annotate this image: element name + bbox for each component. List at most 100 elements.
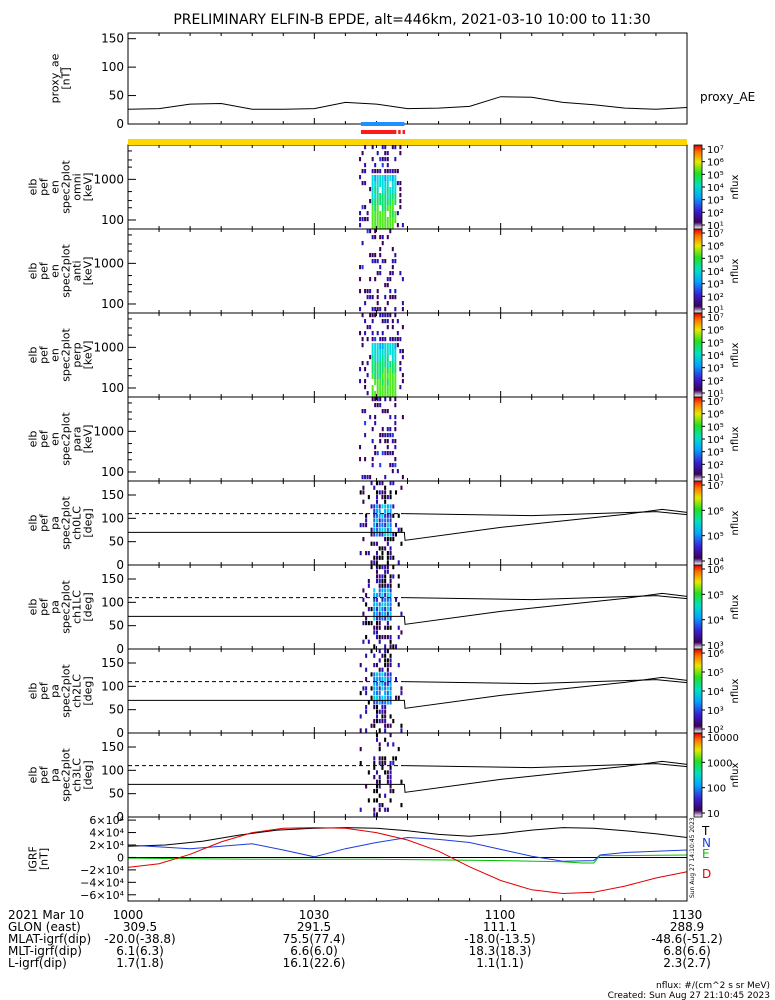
loss-cone-dashed-continued: [404, 763, 688, 769]
spectrogram-pixel: [366, 361, 369, 366]
spectrogram-pixel: [384, 145, 387, 150]
spectrogram-pixel: [381, 409, 384, 414]
pitch-pixel: [381, 513, 384, 518]
y-axis-label: elbpefpaspec2plotch3LC[deg]: [27, 748, 95, 802]
pitch-pixel: [375, 709, 379, 714]
ephem-row-label: MLT-igrf(dip): [8, 944, 82, 958]
pitch-pixel: [375, 532, 379, 537]
spectrogram-pixel: [374, 205, 377, 211]
pitch-pixel: [384, 523, 387, 528]
time-label: 1100: [485, 908, 516, 922]
pitch-pixel: [384, 588, 387, 593]
spectrogram-pixel: [374, 253, 377, 258]
pitch-pixel: [367, 639, 370, 644]
spectrogram-pixel: [364, 163, 367, 168]
pitch-pixel: [373, 723, 376, 728]
spectrogram-pixel: [376, 301, 379, 306]
pitch-pixel: [375, 611, 379, 616]
pitch-pixel: [373, 527, 376, 532]
spectrogram-pixel: [384, 361, 387, 367]
spectrogram-pixel: [379, 391, 382, 397]
pitch-pixel: [378, 555, 381, 560]
panel-ch2: 150100500elbpefpaspec2plotch2LC[deg]10⁶1…: [27, 648, 741, 740]
pitch-pixel: [375, 779, 379, 784]
pitch-pixel: [375, 789, 379, 794]
pitch-pixel: [386, 551, 389, 556]
spectrogram-pixel: [386, 319, 389, 324]
spectrogram-pixel: [379, 397, 382, 402]
pitch-pixel: [389, 495, 392, 500]
spectrogram-pixel: [381, 349, 384, 355]
spectrogram-pixel: [376, 151, 379, 156]
pitch-pixel: [400, 611, 403, 616]
pitch-pixel: [389, 518, 392, 523]
spectrogram-pixel: [389, 433, 392, 438]
pitch-pixel: [373, 616, 376, 621]
pitch-pixel: [389, 579, 392, 584]
spectrogram-pixel: [376, 349, 379, 355]
pitch-pixel: [395, 644, 398, 649]
science-zone-bar: [398, 130, 401, 134]
spectrogram-pixel: [384, 295, 387, 300]
spectrogram-pixel: [396, 343, 399, 348]
colorbar-tick-label: 10¹: [707, 389, 724, 400]
spectrogram-pixel: [366, 373, 369, 378]
loss-cone-solid: [128, 592, 688, 625]
ephem-row-label: L-igrf(dip): [8, 956, 67, 970]
spectrogram-pixel: [366, 325, 369, 330]
spectrogram-pixel: [371, 217, 374, 223]
spectrogram-pixel: [386, 391, 389, 397]
spectrogram-pixel: [364, 205, 367, 210]
pitch-pixel: [378, 677, 381, 682]
pitch-pixel: [365, 621, 368, 626]
pitch-pixel: [384, 649, 387, 654]
spectrogram-pixel: [401, 277, 404, 282]
spectrogram-pixel: [386, 349, 389, 355]
spectrogram-pixel: [376, 307, 379, 312]
spectrogram-pixel: [391, 187, 394, 193]
pitch-pixel: [375, 784, 379, 789]
spectrogram-pixel: [381, 181, 384, 187]
pitch-pixel: [392, 742, 395, 747]
spectrogram-pixel: [379, 265, 382, 270]
pitch-pixel: [384, 593, 387, 598]
spectrogram-pixel: [379, 343, 382, 349]
spectrogram-pixel: [364, 217, 367, 222]
ephem-value: 111.1: [483, 920, 517, 934]
pitch-pixel: [375, 518, 379, 523]
spectrogram-pixel: [361, 409, 364, 414]
spectrogram-pixel: [384, 169, 387, 174]
spectrogram-pixel: [399, 151, 402, 156]
pitch-pixel: [384, 546, 387, 551]
spectrogram-pixel: [374, 349, 377, 355]
pitch-pixel: [389, 789, 392, 794]
pitch-pixel: [386, 597, 389, 602]
panel-perp: 1000100elbpefenspec2plotperp[keV]10⁷10⁶1…: [27, 312, 741, 400]
spectrogram-pixel: [376, 259, 379, 264]
colorbar-label: nflux: [730, 762, 741, 787]
y-tick-label: 50: [109, 89, 124, 103]
spectrogram-pixel: [389, 187, 392, 193]
pitch-pixel: [365, 513, 368, 518]
pitch-pixel: [384, 691, 387, 696]
spectrogram-pixel: [381, 259, 384, 264]
spectrogram-pixel: [386, 409, 389, 414]
pitch-pixel: [384, 579, 387, 584]
spectrogram-pixel: [384, 307, 387, 312]
pitch-pixel: [367, 798, 370, 803]
spectrogram-pixel: [381, 313, 384, 318]
spectrogram-pixel: [359, 211, 362, 216]
y-tick-label: 150: [101, 656, 124, 670]
pitch-pixel: [386, 513, 389, 518]
pitch-pixel: [395, 532, 398, 537]
spectrogram-pixel: [386, 439, 389, 444]
pitch-pixel: [397, 583, 400, 588]
colorbar-scale: [693, 480, 703, 566]
colorbar-tick-label: 10⁶: [707, 326, 724, 337]
colorbar: 10⁶ 10⁵ 10⁴ 10³ 10² nflux: [693, 648, 741, 736]
spectrogram-pixel: [359, 277, 362, 282]
colorbar-tick-label: 10⁴: [707, 687, 724, 698]
pitch-pixel: [381, 667, 384, 672]
spectrogram-pixel: [364, 379, 367, 384]
y-tick-label: 100: [101, 60, 124, 74]
